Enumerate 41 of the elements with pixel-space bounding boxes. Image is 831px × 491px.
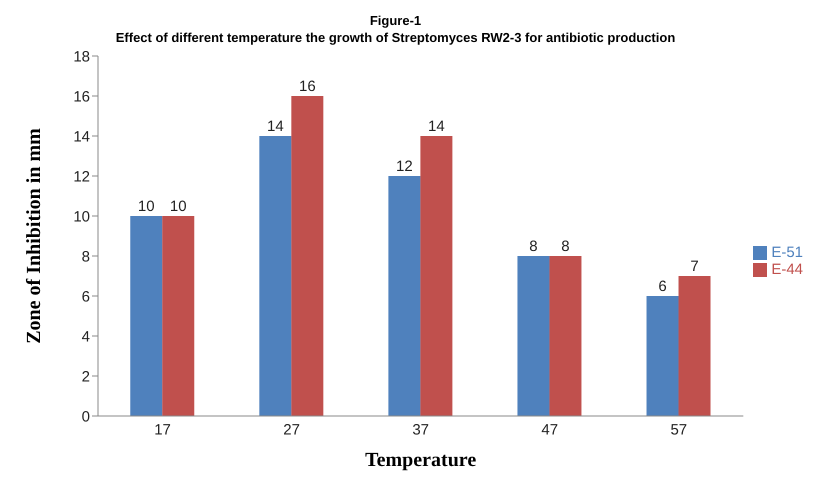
- y-axis-title: Zone of Inhibition in mm: [23, 128, 46, 344]
- bar: [517, 256, 550, 416]
- bar: [259, 136, 292, 416]
- bar: [162, 216, 194, 416]
- data-label: 7: [690, 258, 699, 275]
- bar: [291, 96, 324, 416]
- data-label: 8: [561, 238, 570, 255]
- x-tick-label: 57: [670, 422, 688, 439]
- y-tick-label: 16: [73, 88, 90, 106]
- data-label: 8: [529, 238, 538, 255]
- y-tick-label: 12: [73, 168, 90, 186]
- x-tick-label: 47: [541, 422, 558, 439]
- y-tick-label: 4: [82, 328, 90, 346]
- y-tick-label: 2: [82, 368, 90, 386]
- x-tick-label: 37: [412, 422, 429, 439]
- data-label: 16: [298, 78, 316, 95]
- x-axis-title: Temperature: [365, 449, 476, 471]
- y-tick-label: 8: [82, 248, 90, 266]
- data-label: 12: [396, 158, 413, 175]
- data-label: 14: [266, 118, 284, 135]
- bar: [549, 256, 582, 416]
- data-label: 10: [138, 198, 155, 215]
- bar: [678, 276, 711, 416]
- bar: [130, 216, 162, 416]
- bar: [388, 176, 420, 416]
- bar: [646, 296, 679, 416]
- y-tick-label: 0: [82, 408, 90, 426]
- bar: [420, 136, 452, 416]
- data-label: 6: [658, 278, 667, 295]
- y-tick-label: 18: [73, 48, 90, 66]
- y-tick-label: 6: [82, 288, 90, 306]
- data-label: 10: [170, 198, 187, 215]
- legend-label: E-44: [771, 261, 803, 278]
- y-tick-label: 14: [73, 128, 90, 146]
- x-tick-label: 17: [154, 422, 171, 439]
- legend-label: E-51: [771, 244, 803, 261]
- chart-title: Figure-1: [368, 12, 422, 29]
- x-tick-label: 27: [283, 422, 300, 439]
- y-tick-label: 10: [73, 208, 90, 226]
- chart-subtitle: Effect of different temperature the growth of Streptomyces RW2-3 for antibiotic production: [114, 29, 676, 46]
- data-label: 14: [428, 118, 445, 135]
